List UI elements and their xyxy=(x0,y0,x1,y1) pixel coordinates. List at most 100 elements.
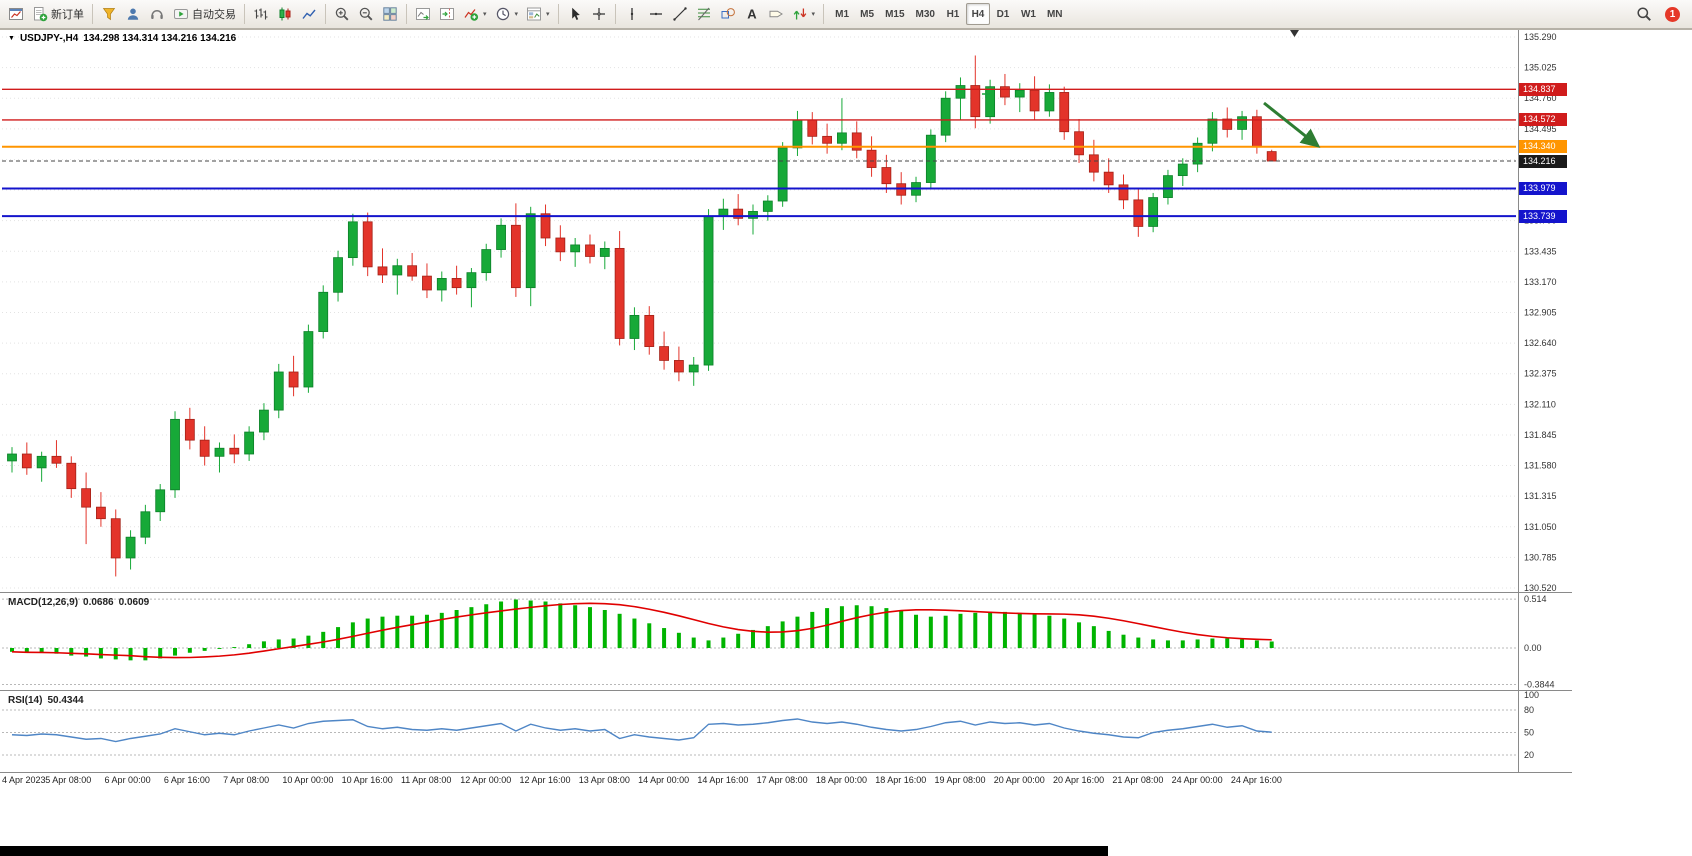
time-axis-label: 10 Apr 16:00 xyxy=(342,775,393,785)
zoom-out-button[interactable] xyxy=(354,2,378,26)
time-axis-label: 10 Apr 00:00 xyxy=(282,775,333,785)
macd-name: MACD(12,26,9) xyxy=(8,597,79,608)
timeframe-mn-button[interactable]: MN xyxy=(1042,3,1068,25)
strategy-tester-button[interactable] xyxy=(97,2,121,26)
auto-scroll-button[interactable] xyxy=(411,2,435,26)
timeframe-h4-button[interactable]: H4 xyxy=(965,3,990,25)
chart-symbol-period: USDJPY-,H4 xyxy=(19,33,79,44)
candle-down xyxy=(199,439,210,457)
candle-down xyxy=(1000,86,1010,98)
new-order-button[interactable]: 新订单 xyxy=(28,2,88,26)
price-axis-label: 135.025 xyxy=(1524,63,1557,73)
candle-up xyxy=(703,215,714,366)
indicators-button[interactable]: ▾ xyxy=(459,2,491,26)
timeframe-h1-button[interactable]: H1 xyxy=(941,3,965,25)
timeframe-m30-button[interactable]: M30 xyxy=(911,3,940,25)
rsi-indicator-label: RSI(14) 50.4344 xyxy=(8,695,84,706)
timeframe-d1-button[interactable]: D1 xyxy=(991,3,1015,25)
shapes-button[interactable] xyxy=(716,2,740,26)
price-axis-label: 131.050 xyxy=(1524,522,1557,532)
chartshift-icon xyxy=(439,6,455,22)
market-watch-button[interactable] xyxy=(145,2,169,26)
dropdown-arrow-icon[interactable]: ▾ xyxy=(514,11,519,18)
timeframe-m1-button[interactable]: M1 xyxy=(830,3,854,25)
candle-up xyxy=(347,221,358,259)
candle-down xyxy=(184,418,195,441)
timeframe-w1-button[interactable]: W1 xyxy=(1016,3,1041,25)
candle-down xyxy=(1266,151,1277,162)
candle-up xyxy=(466,272,477,289)
periods-button[interactable]: ▾ xyxy=(491,2,523,26)
notification-badge[interactable]: 1 xyxy=(1665,6,1680,22)
candle-down xyxy=(1251,116,1262,148)
chart-end-marker-icon xyxy=(1290,30,1299,37)
candle-up xyxy=(273,371,284,411)
trend-arrow-annotation[interactable] xyxy=(1263,101,1321,148)
time-axis-label: 12 Apr 16:00 xyxy=(520,775,571,785)
text-button[interactable]: A xyxy=(740,2,764,26)
clock-icon xyxy=(495,6,511,22)
candle-up xyxy=(36,455,47,469)
dropdown-arrow-icon[interactable]: ▾ xyxy=(811,11,816,18)
zoom-out-icon xyxy=(358,6,374,22)
candle-down xyxy=(66,462,77,490)
collapse-arrow-icon[interactable]: ▼ xyxy=(8,35,15,42)
vline-icon xyxy=(624,6,640,22)
candlestick-chart-button[interactable] xyxy=(273,2,297,26)
candle-down xyxy=(540,213,551,239)
shapes-icon xyxy=(720,6,736,22)
toolbar-separator xyxy=(325,4,326,24)
candle-up xyxy=(1192,142,1203,165)
timeframe-m15-button[interactable]: M15 xyxy=(880,3,909,25)
candle-down xyxy=(451,278,462,289)
vertical-line-button[interactable] xyxy=(620,2,644,26)
horizontal-line-button[interactable] xyxy=(644,2,668,26)
text-label-button[interactable] xyxy=(764,2,788,26)
search-button[interactable] xyxy=(1632,2,1656,26)
indicators-icon xyxy=(463,6,479,22)
candle-down xyxy=(555,237,566,253)
candle-up xyxy=(985,86,996,118)
candle-up xyxy=(1044,92,1055,112)
arrows-button[interactable]: ▾ xyxy=(788,2,820,26)
autotrading-button[interactable]: 自动交易 xyxy=(169,2,240,26)
price-axis-label: 133.435 xyxy=(1524,246,1557,256)
candle-up xyxy=(777,147,788,202)
bars-icon xyxy=(253,6,269,22)
candle-up xyxy=(155,489,166,513)
candle-down xyxy=(733,208,744,219)
templates-button[interactable]: ▾ xyxy=(522,2,554,26)
candle-down xyxy=(422,275,432,291)
chart-window-icon xyxy=(8,6,24,22)
chart-shift-button[interactable] xyxy=(435,2,459,26)
candle-up xyxy=(481,249,492,274)
candle-up xyxy=(762,200,773,212)
timeframe-m5-button[interactable]: M5 xyxy=(855,3,879,25)
fibonacci-button[interactable] xyxy=(692,2,716,26)
zoom-in-button[interactable] xyxy=(330,2,354,26)
bar-chart-button[interactable] xyxy=(249,2,273,26)
time-axis-label: 7 Apr 08:00 xyxy=(223,775,269,785)
candle-down xyxy=(1029,89,1040,112)
search-icon xyxy=(1636,6,1652,22)
candle-down xyxy=(970,85,981,118)
chart-title: ▼ USDJPY-,H4 134.298 134.314 134.216 134… xyxy=(8,33,236,44)
dropdown-arrow-icon[interactable]: ▾ xyxy=(483,11,487,18)
price-tag-133.979: 133.979 xyxy=(1519,181,1567,195)
rsi-axis-label: 50 xyxy=(1524,728,1534,738)
candle-down xyxy=(881,167,892,185)
cursor-button[interactable] xyxy=(563,2,587,26)
navigator-button[interactable] xyxy=(121,2,145,26)
toolbar-separator xyxy=(244,4,245,24)
chart-window-button[interactable] xyxy=(4,2,28,26)
candle-up xyxy=(7,453,17,462)
tile-windows-button[interactable] xyxy=(378,2,402,26)
toolbar-left-group: 新订单 自动交易 ▾ ▾ ▾ A ▾ xyxy=(4,2,828,26)
trendline-button[interactable] xyxy=(668,2,692,26)
line-chart-button[interactable] xyxy=(297,2,321,26)
template-icon xyxy=(526,6,542,22)
time-axis-label: 18 Apr 16:00 xyxy=(875,775,926,785)
dropdown-arrow-icon[interactable]: ▾ xyxy=(546,11,550,18)
crosshair-button[interactable] xyxy=(587,2,611,26)
